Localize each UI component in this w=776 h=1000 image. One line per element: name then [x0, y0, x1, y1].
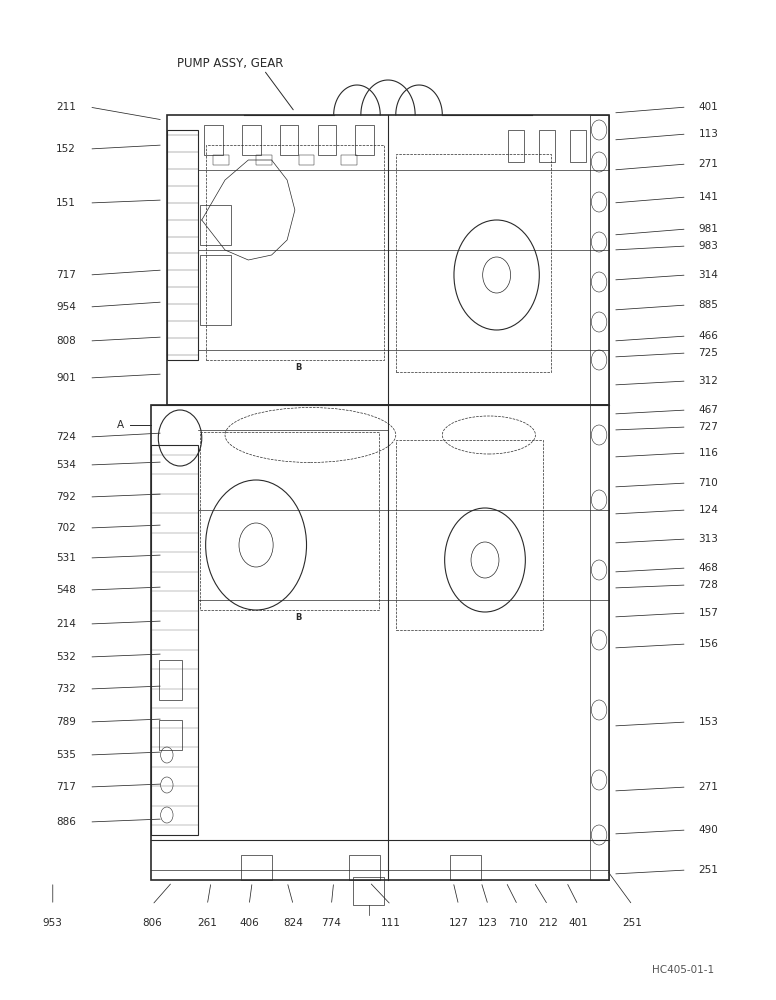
Text: 728: 728	[698, 580, 719, 590]
Text: 312: 312	[698, 376, 719, 386]
Text: 534: 534	[56, 460, 76, 470]
Text: 717: 717	[56, 782, 76, 792]
Text: 774: 774	[321, 918, 341, 928]
Text: 406: 406	[239, 918, 259, 928]
Bar	[200, 205, 231, 245]
Text: 532: 532	[56, 652, 76, 662]
Bar	[213, 155, 229, 165]
Text: 901: 901	[57, 373, 76, 383]
Text: B: B	[296, 363, 302, 372]
Text: 271: 271	[698, 159, 719, 169]
Bar	[206, 145, 384, 360]
Bar	[570, 130, 586, 162]
Bar	[256, 155, 272, 165]
Text: 468: 468	[698, 563, 719, 573]
Text: 466: 466	[698, 331, 719, 341]
Text: 792: 792	[56, 492, 76, 502]
Text: 954: 954	[56, 302, 76, 312]
Text: 727: 727	[698, 422, 719, 432]
Text: 141: 141	[698, 192, 719, 202]
Text: 314: 314	[698, 270, 719, 280]
Text: 151: 151	[56, 198, 76, 208]
Text: 535: 535	[56, 750, 76, 760]
Text: HC405-01-1: HC405-01-1	[652, 965, 714, 975]
Bar	[167, 130, 198, 360]
Bar	[450, 855, 481, 880]
Text: 531: 531	[56, 553, 76, 563]
Text: 261: 261	[197, 918, 217, 928]
Bar	[151, 405, 609, 880]
Text: 157: 157	[698, 608, 719, 618]
Text: B: B	[296, 612, 302, 621]
Bar	[508, 130, 524, 162]
Text: 808: 808	[57, 336, 76, 346]
Text: 111: 111	[381, 918, 401, 928]
Text: 886: 886	[56, 817, 76, 827]
Text: 724: 724	[56, 432, 76, 442]
Text: 153: 153	[698, 717, 719, 727]
Text: 271: 271	[698, 782, 719, 792]
Bar	[590, 405, 609, 880]
Bar	[242, 125, 261, 155]
Bar	[299, 155, 314, 165]
Text: 490: 490	[698, 825, 718, 835]
Text: 401: 401	[698, 102, 718, 112]
Text: 251: 251	[698, 865, 719, 875]
Text: 156: 156	[698, 639, 719, 649]
Text: 983: 983	[698, 241, 719, 251]
Bar	[349, 855, 380, 880]
Text: 885: 885	[698, 300, 719, 310]
Text: PUMP ASSY, GEAR: PUMP ASSY, GEAR	[177, 57, 283, 70]
Text: 124: 124	[698, 505, 719, 515]
Text: 702: 702	[57, 523, 76, 533]
Text: 123: 123	[478, 918, 498, 928]
Text: 214: 214	[56, 619, 76, 629]
Bar	[200, 255, 231, 325]
Text: 806: 806	[142, 918, 162, 928]
Text: 401: 401	[568, 918, 588, 928]
Bar	[200, 432, 379, 610]
Bar	[590, 115, 609, 405]
Text: 467: 467	[698, 405, 719, 415]
Bar	[353, 877, 384, 905]
Text: 732: 732	[56, 684, 76, 694]
Bar	[539, 130, 555, 162]
Bar	[341, 155, 357, 165]
Text: 116: 116	[698, 448, 719, 458]
Text: 717: 717	[56, 270, 76, 280]
Bar	[396, 440, 543, 630]
Text: 710: 710	[698, 478, 718, 488]
Text: 212: 212	[538, 918, 558, 928]
Text: A: A	[116, 420, 124, 430]
Text: 710: 710	[508, 918, 528, 928]
Bar	[151, 445, 198, 835]
Text: 313: 313	[698, 534, 719, 544]
Text: 725: 725	[698, 348, 719, 358]
Bar	[279, 125, 298, 155]
Bar	[159, 660, 182, 700]
Text: 113: 113	[698, 129, 719, 139]
Bar	[241, 855, 272, 880]
Text: 152: 152	[56, 144, 76, 154]
Text: 251: 251	[622, 918, 643, 928]
Text: 211: 211	[56, 102, 76, 112]
Bar	[396, 154, 551, 372]
Bar	[204, 125, 223, 155]
Text: 127: 127	[449, 918, 469, 928]
Bar	[167, 115, 609, 405]
Bar	[317, 125, 336, 155]
Text: 789: 789	[56, 717, 76, 727]
Text: 981: 981	[698, 224, 719, 234]
Bar	[159, 720, 182, 750]
Bar	[355, 125, 374, 155]
Text: 953: 953	[43, 918, 63, 928]
Text: 824: 824	[283, 918, 303, 928]
Text: 548: 548	[56, 585, 76, 595]
